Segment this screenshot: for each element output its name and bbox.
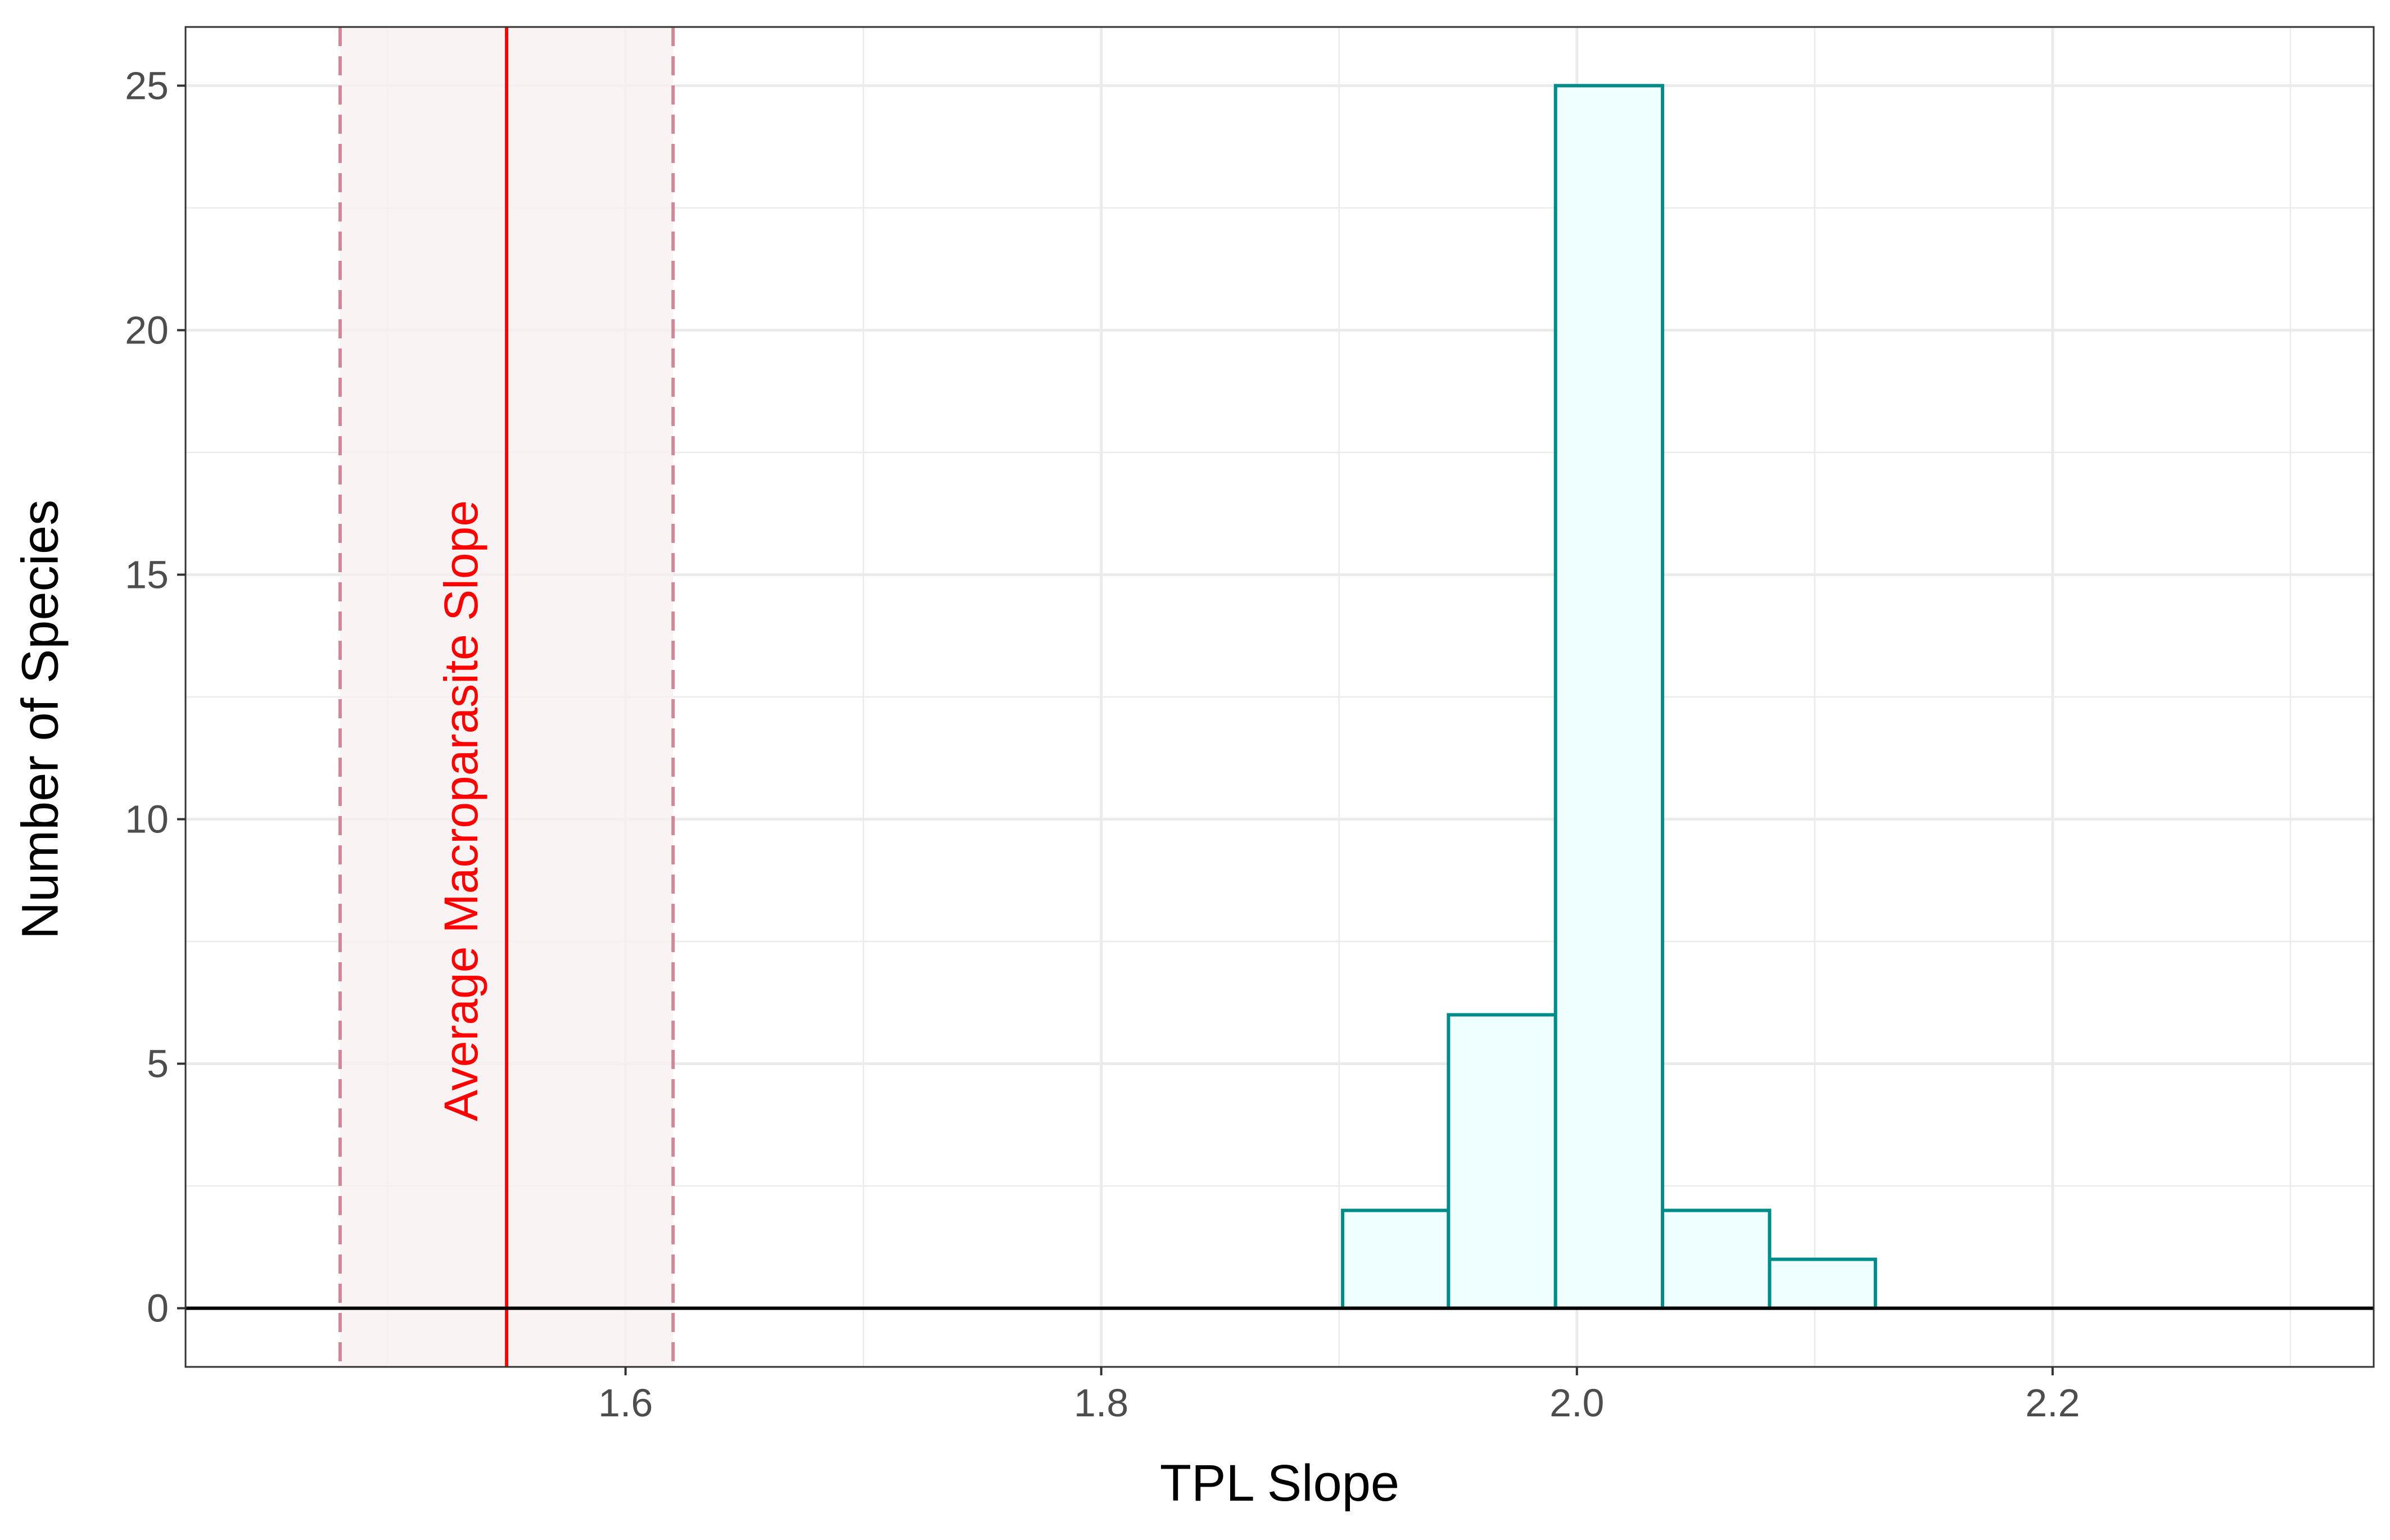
x-axis-title: TPL Slope — [1160, 1455, 1399, 1512]
x-tick-label: 2.0 — [1549, 1381, 1604, 1425]
histogram-bar — [1768, 1257, 1877, 1310]
axis-ticks: 1.6 1.8 2.0 2.2 0 5 10 15 20 25 — [125, 64, 2080, 1425]
histogram-bar — [1553, 84, 1665, 1310]
histogram-bar — [1341, 1208, 1451, 1310]
y-tick-label: 25 — [125, 64, 169, 107]
x-tick-label: 2.2 — [2025, 1381, 2080, 1425]
y-tick-label: 10 — [125, 798, 169, 841]
y-axis-title: Number of Species — [11, 500, 69, 939]
histogram-bars — [1341, 84, 1877, 1310]
reference-line-label: Average Macroparasite Slope — [435, 500, 487, 1121]
y-tick-label: 20 — [125, 308, 169, 352]
y-tick-label: 15 — [125, 552, 169, 596]
panel-border — [184, 26, 2375, 1368]
histogram-bar — [1447, 1013, 1557, 1310]
x-tick-label: 1.8 — [1074, 1381, 1128, 1425]
x-tick-label: 1.6 — [598, 1381, 653, 1425]
histogram-bar — [1661, 1208, 1772, 1310]
y-tick-label: 0 — [147, 1287, 169, 1330]
y-tick-label: 5 — [147, 1042, 169, 1086]
reference-lines — [184, 26, 2375, 1368]
